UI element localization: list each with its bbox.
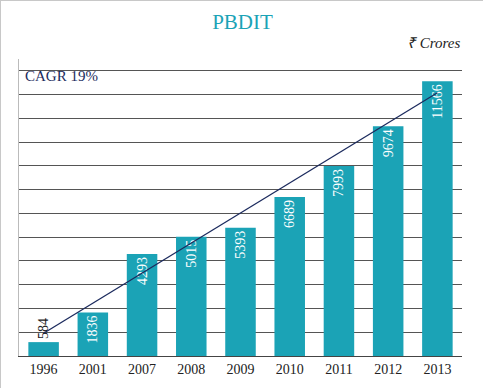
svg-text:1996: 1996 [30,362,58,377]
svg-text:2009: 2009 [227,362,255,377]
svg-text:4293: 4293 [135,257,150,285]
svg-text:7993: 7993 [331,169,346,197]
svg-text:2010: 2010 [276,362,304,377]
svg-text:5015: 5015 [184,240,199,268]
svg-text:2008: 2008 [177,362,205,377]
svg-text:584: 584 [36,318,51,339]
svg-text:₹ Crores: ₹ Crores [407,35,460,51]
svg-text:5393: 5393 [233,231,248,259]
svg-text:CAGR 19%: CAGR 19% [25,68,98,84]
svg-text:2001: 2001 [79,362,107,377]
svg-text:PBDIT: PBDIT [212,10,273,34]
svg-text:9674: 9674 [381,129,396,157]
svg-text:2011: 2011 [325,362,352,377]
svg-text:1836: 1836 [85,315,100,343]
svg-text:2013: 2013 [423,362,451,377]
svg-text:6689: 6689 [282,200,297,228]
svg-text:11566: 11566 [430,84,445,118]
svg-text:2012: 2012 [374,362,402,377]
svg-text:2007: 2007 [128,362,156,377]
